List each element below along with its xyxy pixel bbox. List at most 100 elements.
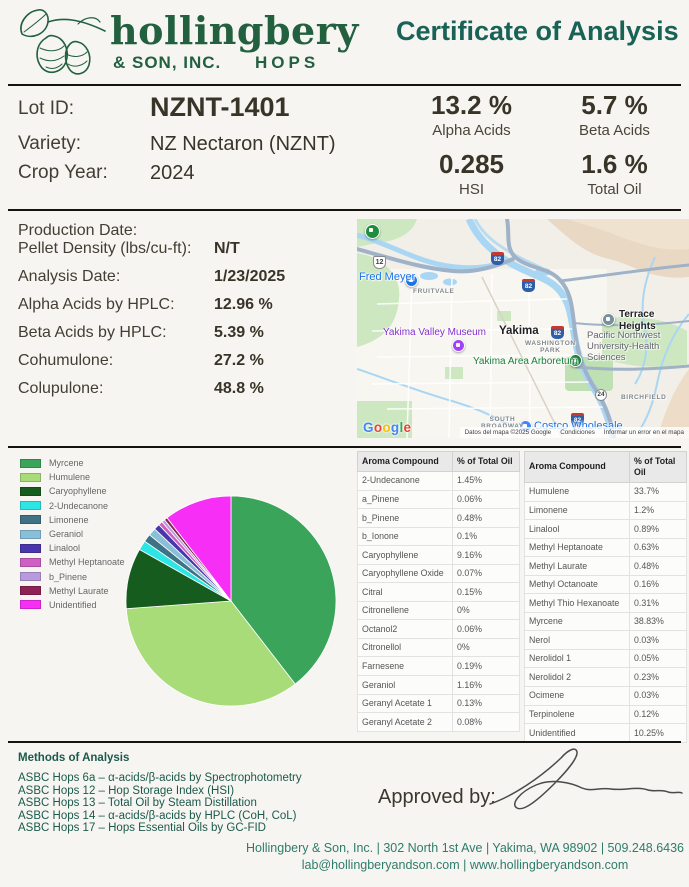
- map-attribution-text: Datos del mapa ©2025 Google: [464, 429, 552, 436]
- footer-address-line: Hollingbery & Son, Inc. | 302 North 1st …: [245, 841, 685, 855]
- table-row: Linalool 0.89%: [524, 519, 687, 539]
- footer-contact-line: lab@hollingberyandson.com | www.hollingb…: [301, 858, 629, 872]
- table-row: Terpinolene 0.12%: [524, 704, 687, 725]
- map-label-fred-meyer[interactable]: Fred Meyer: [359, 271, 416, 283]
- map-marker-school[interactable]: [602, 313, 615, 326]
- crop-year-label: Crop Year:: [18, 162, 108, 183]
- lot-id-value: NZNT-1401: [150, 92, 290, 122]
- method-item: ASBC Hops 13 – Total Oil by Steam Distil…: [18, 797, 257, 810]
- pie-chart: [125, 495, 337, 707]
- table-row: Methyl Heptanoate 0.63%: [524, 537, 687, 558]
- legend-item: Humulene: [20, 470, 125, 484]
- table-header-row: Aroma Compound % of Total Oil: [357, 451, 520, 472]
- table-cell: Nerol: [524, 630, 630, 650]
- detail-label: Beta Acids by HPLC:: [18, 324, 167, 341]
- table-cell: Methyl Laurate: [524, 556, 630, 576]
- pie-slice-humulene: [125, 600, 296, 707]
- table-cell: 0.48%: [629, 556, 687, 576]
- map-marker-arboretum[interactable]: [569, 354, 582, 367]
- map-terms-link[interactable]: Condiciones: [560, 429, 595, 436]
- table-row: Citronellol 0%: [357, 637, 520, 658]
- map-label-arboretum[interactable]: Yakima Area Arboretum: [473, 356, 578, 367]
- aroma-table-1: Aroma Compound % of Total Oil 2-Undecano…: [357, 451, 520, 732]
- legend-label: Methyl Heptanoate: [49, 557, 125, 568]
- map-label-terrace-heights: Terrace Heights: [619, 309, 656, 332]
- google-logo[interactable]: Google: [363, 420, 412, 435]
- legend-item: Limonene: [20, 513, 125, 527]
- table-cell: Methyl Octanoate: [524, 574, 630, 595]
- table-row: Nerol 0.03%: [524, 630, 687, 650]
- detail-value: N/T: [214, 240, 240, 257]
- table-cell: 0.06%: [452, 619, 520, 639]
- table-row: Methyl Laurate 0.48%: [524, 556, 687, 576]
- legend-swatch: [20, 543, 41, 553]
- legend-label: Limonene: [49, 514, 89, 525]
- detail-value: 12.96 %: [214, 296, 273, 313]
- table-cell: Nerolidol 1: [524, 648, 630, 669]
- detail-row: Production Date:: [18, 222, 353, 240]
- table-cell: 0.12%: [629, 704, 687, 725]
- legend-label: Humulene: [49, 472, 91, 483]
- table-cell: Geranyl Acetate 2: [357, 712, 453, 732]
- legend-label: Geraniol: [49, 529, 84, 540]
- table-cell: Methyl Heptanoate: [524, 537, 630, 558]
- table-row: 2-Undecanone 1.45%: [357, 470, 520, 491]
- route-shield-us12: 12: [373, 256, 386, 269]
- stat-total-oil: 1.6 % Total Oil: [543, 149, 686, 201]
- legend-label: Linalool: [49, 543, 81, 554]
- table-cell: 0.1%: [452, 526, 520, 547]
- table-row: Nerolidol 2 0.23%: [524, 667, 687, 687]
- map-attribution: Datos del mapa ©2025 Google Condiciones …: [459, 427, 689, 438]
- detail-row: Pellet Density (lbs/cu-ft): N/T: [18, 240, 353, 258]
- table-row: Methyl Thio Hexanoate 0.31%: [524, 593, 687, 613]
- section-divider: [8, 209, 681, 211]
- legend-label: Myrcene: [49, 458, 84, 469]
- method-item: ASBC Hops 17 – Hops Essential Oils by GC…: [18, 822, 266, 835]
- map-label-museum[interactable]: Yakima Valley Museum: [383, 327, 486, 338]
- table-row: Geraniol 1.16%: [357, 675, 520, 695]
- table-cell: 0.19%: [452, 656, 520, 676]
- table-cell: 0.03%: [629, 630, 687, 650]
- table-cell: a_Pinene: [357, 489, 453, 510]
- table-row: Citral 0.15%: [357, 582, 520, 602]
- aroma-table-2: Aroma Compound % of Total Oil Humulene 33…: [524, 451, 687, 743]
- map-report-error-link[interactable]: Informar un error en el mapa: [603, 429, 684, 436]
- legend-item: Caryophyllene: [20, 484, 125, 498]
- table-cell: Ocimene: [524, 685, 630, 706]
- map-label-yakima: Yakima: [499, 325, 539, 337]
- section-divider: [8, 741, 681, 743]
- table-cell: Caryophyllene: [357, 545, 453, 565]
- map-marker-fred-meyer[interactable]: [405, 274, 418, 287]
- table-row: b_Ionone 0.1%: [357, 526, 520, 547]
- legend-item: Linalool: [20, 541, 125, 555]
- details-rows: Production Date: Pellet Density (lbs/cu-f…: [18, 222, 353, 408]
- map-label-fruitvale: FRUITVALE: [413, 288, 455, 295]
- method-item: ASBC Hops 14 – α-acids/β-acids by HPLC (…: [18, 809, 297, 822]
- variety-value: NZ Nectaron (NZNT): [150, 133, 336, 155]
- methods-title: Methods of Analysis: [18, 752, 130, 764]
- table-cell: Methyl Thio Hexanoate: [524, 593, 630, 613]
- table-cell: 9.16%: [452, 545, 520, 565]
- lot-id-label: Lot ID:: [18, 98, 74, 119]
- stat-value: 13.2 %: [431, 90, 512, 120]
- pie-slice-myrcene: [230, 495, 337, 685]
- map-marker-museum[interactable]: [452, 339, 465, 352]
- section-divider: [8, 446, 681, 448]
- table-cell: Nerolidol 2: [524, 667, 630, 687]
- column-header: % of Total Oil: [452, 451, 520, 472]
- table-cell: Citronellol: [357, 637, 453, 658]
- map-marker-poi[interactable]: [365, 224, 380, 239]
- logo-hops-text: HOPS: [255, 53, 320, 72]
- table-cell: Limonene: [524, 500, 630, 521]
- table-header-row: Aroma Compound % of Total Oil: [524, 451, 687, 483]
- table-cell: 0.07%: [452, 563, 520, 584]
- location-map[interactable]: 12 82 82 82 82 24 Fred Meyer FRUITVALE Y…: [357, 219, 689, 438]
- legend-swatch: [20, 515, 41, 525]
- table-cell: 38.83%: [629, 611, 687, 632]
- map-label-university[interactable]: Pacific Northwest University-Health Scie…: [587, 330, 661, 363]
- table-cell: Citronellene: [357, 600, 453, 621]
- table-row: Caryophyllene Oxide 0.07%: [357, 563, 520, 584]
- map-label-washington-park: WASHINGTON PARK: [525, 340, 576, 355]
- table-cell: 0.13%: [452, 693, 520, 714]
